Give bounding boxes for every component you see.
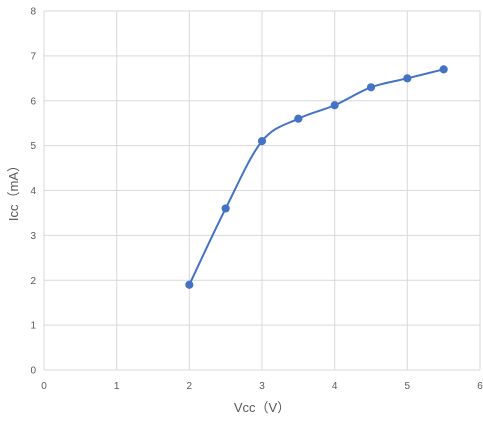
y-tick-label: 8 [30, 7, 36, 18]
y-tick-label: 4 [30, 186, 36, 197]
data-point [330, 101, 339, 110]
data-point [366, 83, 376, 92]
data-point [257, 137, 267, 146]
y-tick-label: 1 [30, 321, 36, 332]
x-tick-label: 6 [477, 381, 483, 392]
y-tick-label: 2 [30, 276, 36, 287]
x-tick-label: 4 [332, 381, 338, 392]
x-tick-labels: 0 1 2 3 4 5 6 [41, 381, 483, 392]
x-tick-label: 1 [114, 381, 120, 392]
data-point [294, 114, 303, 123]
data-point [403, 74, 412, 83]
x-axis-title: Vcc（V） [234, 400, 290, 415]
x-tick-label: 2 [187, 381, 193, 392]
x-tick-label: 5 [405, 381, 411, 392]
gridlines [43, 10, 481, 371]
data-point [221, 204, 230, 213]
x-tick-label: 3 [259, 381, 265, 392]
y-tick-label: 0 [30, 366, 36, 377]
x-tick-label: 0 [41, 381, 47, 392]
y-tick-label: 7 [30, 51, 36, 62]
data-point [439, 65, 448, 74]
data-point [185, 280, 194, 289]
y-tick-labels: 0 1 2 3 4 5 6 7 8 [30, 7, 36, 377]
y-tick-label: 5 [30, 141, 36, 152]
series-layer [185, 65, 448, 289]
y-tick-label: 6 [30, 96, 36, 107]
y-axis-title: Icc（mA） [6, 159, 21, 221]
y-tick-label: 3 [30, 231, 36, 242]
